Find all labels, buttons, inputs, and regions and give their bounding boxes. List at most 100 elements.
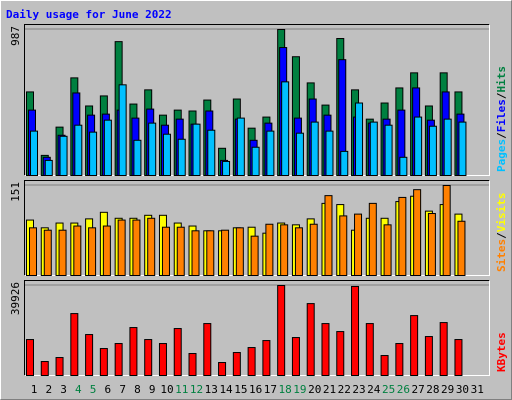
bar: [132, 219, 141, 276]
bar: [442, 185, 451, 276]
x-tick-label: 6: [105, 383, 112, 396]
bar: [325, 130, 334, 177]
bar: [203, 323, 212, 376]
x-tick-label: 28: [426, 383, 439, 396]
x-tick-label: 14: [219, 383, 233, 396]
bar: [410, 315, 419, 377]
bar: [99, 348, 108, 377]
bar: [336, 331, 345, 376]
x-tick-label: 4: [75, 383, 82, 396]
y-tick-label: 39926: [9, 282, 22, 315]
x-tick-label: 9: [149, 383, 156, 396]
legend-entry: Visits: [495, 193, 508, 233]
bar: [399, 156, 408, 176]
chart-title: Daily usage for June 2022: [6, 8, 172, 21]
bar: [176, 226, 185, 276]
x-tick-label: 3: [60, 383, 67, 396]
bar: [428, 125, 437, 176]
bar: [74, 124, 83, 176]
bar: [369, 121, 378, 177]
bar: [88, 227, 97, 277]
x-tick-label: 15: [234, 383, 247, 396]
x-tick-label: 20: [308, 383, 321, 396]
bar: [368, 202, 377, 276]
legend: Pages/Files/Hits: [495, 66, 508, 172]
bar: [177, 138, 186, 176]
plot-border-dark: [24, 280, 490, 376]
plot-border-dark: [24, 180, 490, 276]
x-tick-label: 13: [205, 383, 218, 396]
bar: [294, 227, 303, 277]
bar: [117, 219, 126, 276]
bar: [340, 150, 349, 176]
bar: [26, 339, 34, 377]
bar: [59, 135, 68, 176]
bar: [383, 224, 392, 277]
x-tick-label: 23: [352, 383, 365, 396]
bar: [281, 81, 290, 176]
bar: [103, 119, 112, 176]
bar: [188, 353, 197, 377]
bar: [280, 224, 289, 277]
bar: [118, 84, 127, 176]
x-tick-label: 17: [264, 383, 277, 396]
bar: [218, 362, 227, 377]
bar: [114, 343, 123, 376]
legend-entry: Pages: [495, 139, 508, 172]
x-tick-label: 8: [134, 383, 141, 396]
bar: [351, 285, 360, 376]
bar: [355, 102, 364, 176]
bar: [414, 116, 423, 176]
x-tick-label: 31: [471, 383, 484, 396]
bar: [395, 343, 404, 376]
y-tick-label: 987: [9, 26, 22, 46]
bar: [85, 334, 94, 376]
legend-entry: KBytes: [495, 332, 508, 372]
bar: [236, 117, 245, 176]
legend: Sites/Visits: [495, 193, 508, 273]
bar: [147, 217, 156, 277]
legend-separator: /: [495, 132, 508, 139]
bar: [295, 132, 304, 176]
bar: [458, 121, 467, 177]
bar: [29, 227, 37, 277]
x-tick-label: 27: [412, 383, 425, 396]
bar: [148, 122, 157, 177]
bar: [70, 313, 79, 376]
bar: [251, 146, 260, 176]
bar: [58, 229, 67, 276]
bar: [384, 124, 393, 176]
bar: [306, 303, 315, 377]
x-tick-label: 19: [293, 383, 306, 396]
bar: [262, 340, 271, 377]
legend: KBytes: [495, 332, 508, 372]
plot-area: [24, 280, 490, 376]
bar: [40, 361, 49, 376]
x-tick-label: 5: [90, 383, 97, 396]
bar: [250, 235, 259, 276]
bar: [454, 339, 463, 377]
bar: [424, 336, 433, 377]
plot-border-dark: [24, 24, 490, 176]
bar: [55, 357, 64, 377]
bar: [162, 133, 171, 176]
bar: [191, 230, 200, 277]
bar: [398, 196, 407, 276]
x-tick-label: 10: [160, 383, 173, 396]
bar: [427, 213, 436, 276]
bar: [207, 129, 216, 177]
bar: [291, 337, 300, 376]
y-tick-label: 151: [9, 182, 22, 202]
bar: [173, 328, 182, 376]
x-tick-label: 2: [45, 383, 52, 396]
bar: [443, 118, 452, 176]
x-tick-label: 16: [249, 383, 262, 396]
bar: [439, 322, 448, 376]
bar: [380, 355, 389, 376]
x-tick-label: 25: [382, 383, 395, 396]
bar: [324, 195, 333, 276]
bar: [129, 327, 138, 377]
x-tick-label: 7: [119, 383, 126, 396]
